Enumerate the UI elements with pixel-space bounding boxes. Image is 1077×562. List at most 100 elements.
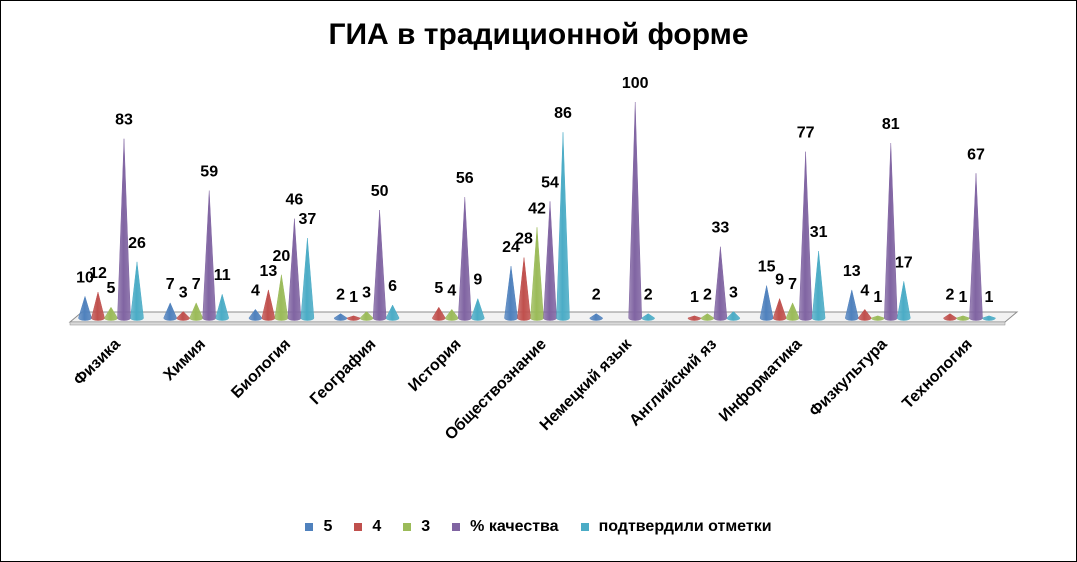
data-label-5-3: 54 [541,174,559,191]
data-label-2-3: 46 [286,192,304,209]
data-label-8-0: 15 [758,259,776,276]
data-label-1-2: 7 [192,276,201,293]
cone-5-1 [517,257,531,321]
legend-item-4: подтвердили отметки [580,518,772,536]
data-label-8-3: 77 [797,125,815,142]
data-label-7-4: 3 [729,285,738,302]
category-label-9: Физкультура [806,336,890,420]
data-label-1-4: 11 [214,267,231,284]
cone-10-4 [982,315,996,321]
chart-title: ГИА в традиционной форме [328,18,749,51]
data-label-4-3: 56 [456,170,474,187]
cone-8-0 [759,285,774,321]
cone-6-3 [628,101,642,321]
data-label-4-2: 4 [447,282,456,299]
data-label-6-0: 2 [592,287,601,304]
cone-5-3 [543,201,557,321]
legend-label: подтвердили отметки [598,518,772,535]
data-label-7-3: 33 [712,220,730,237]
legend-swatch [580,523,589,531]
data-label-3-2: 3 [362,285,371,302]
cone-1-4 [215,293,229,321]
data-label-8-1: 9 [775,272,784,289]
data-label-8-4: 31 [810,224,828,241]
category-label-4: История [405,336,464,395]
cone-2-2 [274,274,289,321]
legend-swatch [354,523,363,531]
data-label-9-1: 4 [860,282,869,299]
data-label-9-3: 81 [882,116,900,133]
cone-9-4 [897,281,911,321]
data-label-0-1: 12 [89,265,107,282]
cone-4-3 [458,197,472,321]
cone-8-1 [772,297,787,321]
data-label-10-4: 1 [985,289,994,306]
legend-label: 4 [372,518,382,535]
cone-0-1 [91,292,105,321]
data-label-9-0: 13 [843,263,861,280]
data-label-10-2: 1 [959,289,968,306]
legend-item-1: 4 [354,518,381,536]
cone-2-4 [300,238,315,321]
cone-8-4 [811,251,826,321]
data-label-0-3: 83 [115,112,133,129]
data-label-1-3: 59 [200,164,218,181]
legend: 5 4 3 % качества подтвердили отметки [0,518,1077,536]
category-label-10: Технология [899,336,975,412]
data-label-3-4: 6 [388,278,397,295]
legend-item-2: 3 [403,518,430,536]
cone-5-0 [504,266,518,321]
data-label-5-2: 42 [528,200,546,217]
cone-2-1 [261,289,276,321]
data-label-10-1: 2 [946,287,955,304]
category-label-8: Информатика [716,336,805,425]
data-label-8-2: 7 [788,276,797,293]
data-label-0-2: 5 [107,280,116,297]
chart-floor-edge [69,321,1006,326]
data-label-7-1: 1 [690,289,699,306]
cone-3-3 [372,209,387,321]
cone-0-4 [130,261,144,321]
legend-swatch [403,523,412,531]
data-label-9-2: 1 [873,289,882,306]
data-label-5-0: 24 [502,239,520,256]
category-label-6: Немецкий язык [537,335,636,434]
data-label-6-3: 100 [622,75,649,92]
cone-9-3 [884,143,898,321]
data-label-3-0: 2 [336,287,345,304]
cone-0-3 [117,138,131,321]
cone-3-4 [385,304,400,321]
data-label-4-1: 5 [434,280,443,297]
data-label-0-0: 10 [76,269,94,286]
data-label-0-4: 26 [128,235,146,252]
category-label-2: Биология [228,336,294,402]
data-label-2-0: 4 [251,282,260,299]
legend-label: % качества [470,518,559,535]
legend-item-3: % качества [452,518,559,536]
data-label-7-2: 2 [703,287,712,304]
data-label-4-4: 9 [473,272,482,289]
data-label-1-0: 7 [166,276,175,293]
cone-9-0 [845,289,859,321]
data-label-5-4: 86 [554,105,572,122]
data-label-3-3: 50 [371,183,389,200]
legend-item-0: 5 [305,518,332,536]
cone-6-0 [589,313,603,321]
cone-4-4 [471,297,485,321]
data-label-5-1: 28 [515,231,533,248]
cone-6-4 [641,313,655,321]
cone-10-3 [969,173,983,321]
data-label-6-4: 2 [644,287,653,304]
legend-label: 3 [421,518,431,535]
cone-7-3 [713,246,728,321]
category-label-1: Химия [161,336,209,384]
legend-swatch [452,523,461,531]
data-label-10-3: 67 [967,146,985,163]
data-label-2-4: 37 [299,211,317,228]
data-label-1-1: 3 [179,285,188,302]
category-label-0: Физика [71,336,124,389]
cone-1-3 [202,190,216,321]
cone-0-0 [78,295,92,321]
data-label-3-1: 1 [349,289,358,306]
